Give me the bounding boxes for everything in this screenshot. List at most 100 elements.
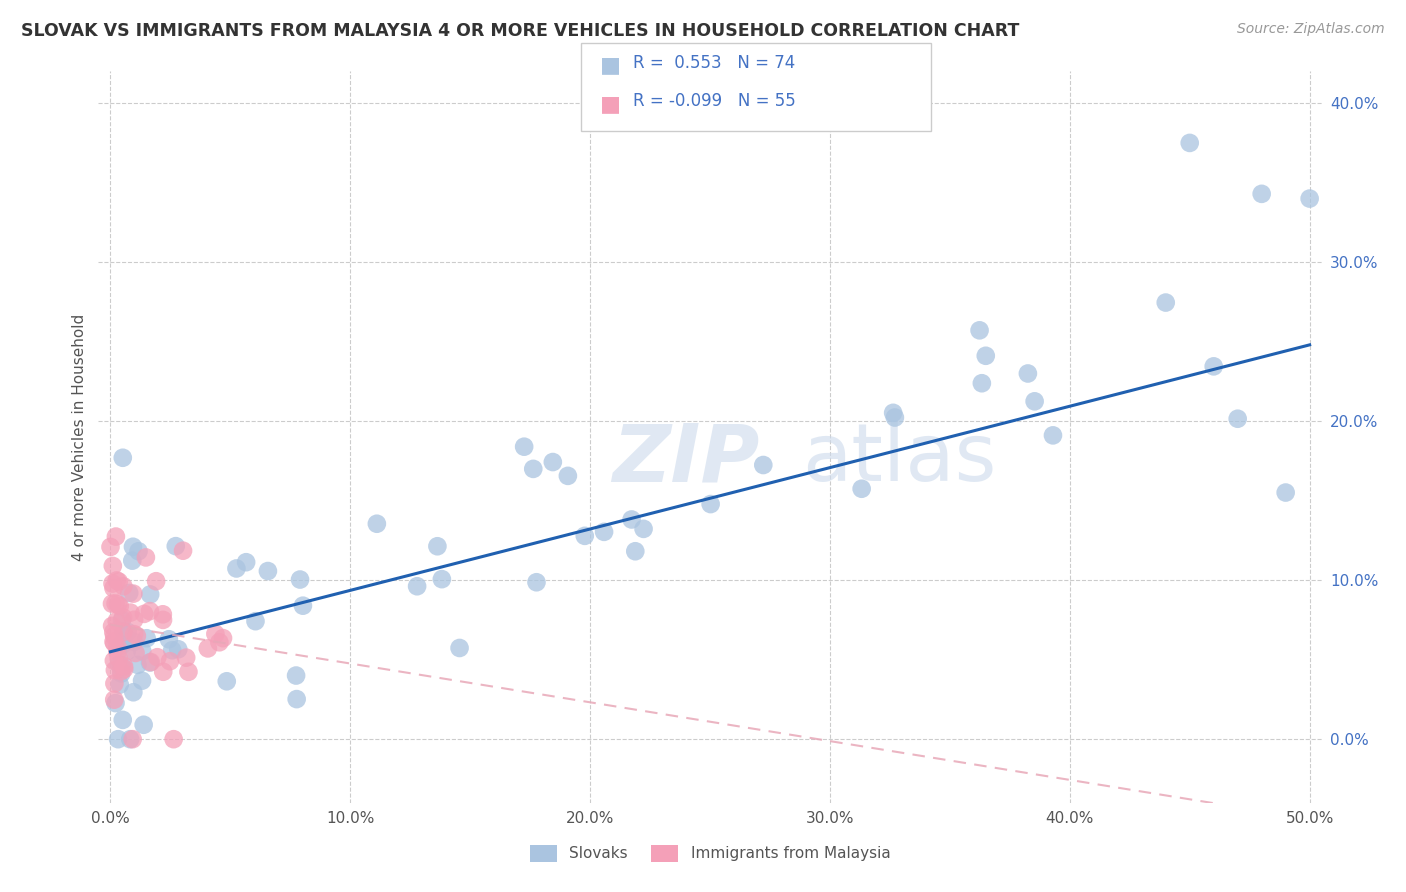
Point — [152, 607, 174, 622]
Point — [107, 640, 129, 654]
Point — [257, 564, 280, 578]
Point — [131, 644, 153, 658]
Point — [883, 410, 905, 425]
Point — [101, 576, 124, 591]
Point — [285, 692, 308, 706]
Text: ZIP: ZIP — [612, 420, 759, 498]
Point — [120, 606, 142, 620]
Legend: Slovaks, Immigrants from Malaysia: Slovaks, Immigrants from Malaysia — [523, 838, 897, 868]
Text: atlas: atlas — [801, 420, 995, 498]
Text: Source: ZipAtlas.com: Source: ZipAtlas.com — [1237, 22, 1385, 37]
Point — [288, 573, 311, 587]
Point — [593, 524, 616, 539]
Point — [105, 645, 128, 659]
Point — [103, 634, 125, 648]
Point — [111, 638, 134, 652]
Point — [107, 574, 129, 589]
Point — [112, 579, 135, 593]
Point — [111, 613, 134, 627]
Point — [624, 544, 647, 558]
Point — [291, 599, 314, 613]
Point — [430, 572, 453, 586]
Point — [103, 692, 125, 706]
Text: R = -0.099   N = 55: R = -0.099 N = 55 — [633, 92, 796, 110]
Point — [105, 614, 128, 628]
Point — [121, 554, 143, 568]
Point — [135, 550, 157, 565]
Point — [103, 629, 125, 643]
Y-axis label: 4 or more Vehicles in Household: 4 or more Vehicles in Household — [72, 313, 87, 561]
Text: ■: ■ — [600, 94, 621, 113]
Point — [103, 636, 125, 650]
Point — [159, 654, 181, 668]
Point — [406, 579, 429, 593]
Point — [139, 587, 162, 601]
Text: ■: ■ — [600, 55, 621, 75]
Point — [115, 644, 138, 658]
Point — [177, 665, 200, 679]
Point — [111, 450, 134, 465]
Point — [108, 657, 131, 672]
Point — [212, 631, 235, 645]
Point — [110, 664, 132, 678]
Point — [851, 482, 873, 496]
Point — [620, 512, 643, 526]
Point — [122, 613, 145, 627]
Point — [108, 599, 131, 613]
Point — [225, 561, 247, 575]
Point — [1154, 295, 1177, 310]
Point — [526, 575, 548, 590]
Point — [111, 610, 134, 624]
Point — [120, 732, 142, 747]
Point — [108, 678, 131, 692]
Point — [1250, 186, 1272, 201]
Point — [699, 497, 721, 511]
Point — [208, 635, 231, 649]
Point — [117, 624, 139, 639]
Point — [426, 539, 449, 553]
Point — [245, 614, 267, 628]
Point — [104, 696, 127, 710]
Point — [752, 458, 775, 472]
Point — [111, 659, 134, 673]
Point — [122, 587, 145, 601]
Point — [882, 406, 904, 420]
Point — [110, 666, 132, 681]
Point — [215, 674, 238, 689]
Point — [157, 632, 180, 647]
Point — [103, 654, 125, 668]
Point — [366, 516, 388, 531]
Point — [104, 663, 127, 677]
Point — [235, 555, 257, 569]
Point — [449, 640, 471, 655]
Point — [145, 574, 167, 589]
Point — [101, 558, 124, 573]
Point — [152, 665, 174, 679]
Point — [139, 656, 162, 670]
Point — [152, 613, 174, 627]
Point — [285, 668, 308, 682]
Point — [541, 455, 564, 469]
Point — [174, 650, 197, 665]
Point — [112, 659, 135, 673]
Point — [1042, 428, 1064, 442]
Point — [204, 627, 226, 641]
Point — [513, 440, 536, 454]
Point — [1226, 411, 1249, 425]
Point — [124, 646, 146, 660]
Point — [107, 651, 129, 665]
Point — [974, 349, 997, 363]
Point — [1202, 359, 1225, 374]
Point — [162, 732, 184, 747]
Point — [522, 462, 544, 476]
Point — [122, 540, 145, 554]
Point — [125, 629, 148, 643]
Point — [633, 522, 655, 536]
Point — [128, 544, 150, 558]
Point — [122, 627, 145, 641]
Point — [127, 657, 149, 672]
Text: SLOVAK VS IMMIGRANTS FROM MALAYSIA 4 OR MORE VEHICLES IN HOUSEHOLD CORRELATION C: SLOVAK VS IMMIGRANTS FROM MALAYSIA 4 OR … — [21, 22, 1019, 40]
Text: R =  0.553   N = 74: R = 0.553 N = 74 — [633, 54, 794, 71]
Point — [969, 323, 991, 337]
Point — [101, 619, 124, 633]
